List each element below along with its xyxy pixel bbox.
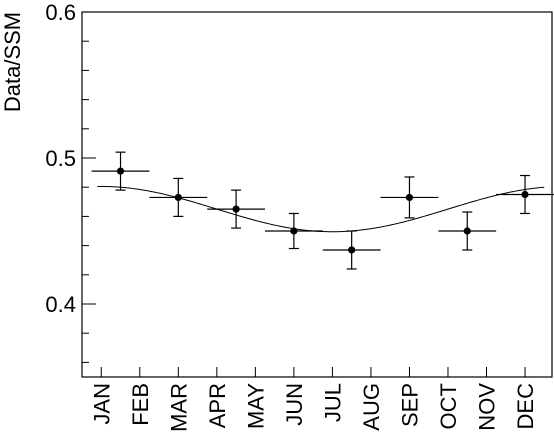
- x-tick-label: JUL: [320, 383, 345, 422]
- x-tick-label: SEP: [397, 383, 422, 427]
- y-tick-label: 0.5: [45, 146, 76, 171]
- data-point: [207, 189, 265, 229]
- x-axis-ticks: JAN FEB MAR APR MAY JUN JUL AUG SEP OCT NOV DEC: [89, 367, 538, 432]
- x-tick-label: MAY: [243, 383, 268, 429]
- data-point: [91, 151, 150, 191]
- data-point: [496, 174, 554, 215]
- point-marker: [232, 205, 240, 213]
- plot-frame: [81, 11, 553, 378]
- point-marker: [405, 193, 414, 202]
- point-marker: [348, 246, 356, 254]
- x-tick-label: MAR: [166, 383, 191, 432]
- data-point: [322, 230, 381, 270]
- fit-curve-line: [97, 185, 545, 233]
- y-tick-label: 0.4: [45, 292, 76, 317]
- point-marker: [463, 227, 471, 235]
- x-tick-label: FEB: [128, 383, 153, 426]
- x-tick-label: JAN: [89, 383, 114, 425]
- point-marker: [290, 227, 298, 235]
- data-point: [380, 176, 439, 219]
- x-tick-label: OCT: [436, 383, 461, 429]
- point-marker: [174, 193, 182, 202]
- x-tick-label: JUN: [282, 383, 307, 426]
- data-point: [438, 211, 497, 251]
- y-axis-label: Data/SSM: [0, 12, 25, 112]
- plot-area: [81, 11, 553, 378]
- x-tick-label: DEC: [513, 383, 538, 430]
- data-point: [149, 177, 208, 217]
- x-tick-label: AUG: [359, 383, 384, 431]
- data-points: [91, 151, 554, 270]
- x-tick-label: NOV: [475, 383, 500, 431]
- y-tick-label: 0.6: [45, 0, 76, 25]
- point-marker: [521, 190, 529, 199]
- data-point: [264, 212, 323, 250]
- point-marker: [116, 167, 125, 175]
- x-tick-label: APR: [205, 383, 230, 428]
- fit-curve: [97, 185, 545, 233]
- y-axis-ticks: 0.4 0.5 0.6: [45, 0, 96, 363]
